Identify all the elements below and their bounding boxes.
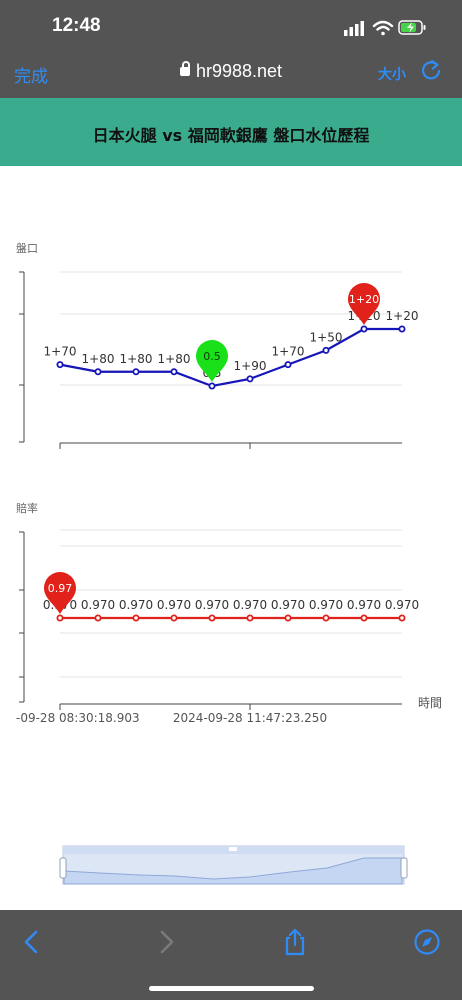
- map-pin-marker[interactable]: 0.97: [44, 572, 76, 614]
- data-point[interactable]: [398, 325, 406, 333]
- wifi-icon: [372, 20, 394, 36]
- data-point[interactable]: [94, 368, 102, 376]
- data-label: 1+90: [234, 359, 267, 373]
- data-label: 1+80: [158, 352, 191, 366]
- data-point[interactable]: [284, 614, 292, 622]
- data-label: 0.970: [195, 598, 229, 612]
- reload-icon[interactable]: [418, 58, 444, 84]
- data-label: 1+20: [386, 309, 419, 323]
- data-label: 1+70: [44, 345, 77, 359]
- data-point[interactable]: [132, 368, 140, 376]
- zoom-handle-left[interactable]: [59, 857, 67, 879]
- data-label: 0.970: [81, 598, 115, 612]
- marker-label: 0.5: [203, 350, 221, 363]
- series-line: [59, 327, 402, 388]
- map-pin-marker[interactable]: 1+20: [348, 283, 380, 325]
- data-zoom-slider[interactable]: [59, 845, 408, 885]
- data-label: 1+80: [120, 352, 153, 366]
- data-point[interactable]: [56, 614, 64, 622]
- data-point[interactable]: [360, 614, 368, 622]
- data-point[interactable]: [208, 614, 216, 622]
- ylabel-odds: 賠率: [16, 501, 38, 515]
- data-label: 1+70: [272, 345, 305, 359]
- url-text: hr9988.net: [195, 61, 283, 81]
- data-point[interactable]: [246, 614, 254, 622]
- zoom-handle-right[interactable]: [400, 857, 408, 879]
- status-icons: [344, 20, 426, 36]
- marker-label: 1+20: [349, 293, 379, 306]
- data-point[interactable]: [94, 614, 102, 622]
- data-point[interactable]: [132, 614, 140, 622]
- map-pin-marker[interactable]: 0.5: [196, 340, 228, 382]
- data-label: 0.970: [271, 598, 305, 612]
- x-tick-label: 2024-09-28 11:47:23.250: [173, 711, 327, 725]
- ylabel-handicap: 盤口: [16, 242, 38, 255]
- data-label: 0.970: [119, 598, 153, 612]
- compass-icon[interactable]: [411, 926, 443, 958]
- data-point[interactable]: [322, 346, 330, 354]
- x-tick-label: -09-28 08:30:18.903: [16, 711, 140, 725]
- data-point[interactable]: [398, 614, 406, 622]
- data-point[interactable]: [284, 361, 292, 369]
- lock-icon: [179, 61, 190, 76]
- data-label: 1+80: [82, 352, 115, 366]
- address-bar: 完成 hr9988.net 大小: [0, 52, 462, 92]
- url-field[interactable]: hr9988.net: [0, 61, 462, 82]
- forward-icon[interactable]: [150, 926, 182, 958]
- chart-area: 盤口 賠率 時間 -09-28 08:30:18.903 2024-09-28 …: [16, 242, 442, 885]
- data-point[interactable]: [170, 614, 178, 622]
- page-title: 日本火腿 vs 福岡軟銀鷹 盤口水位歷程: [92, 126, 370, 145]
- data-label: 0.970: [385, 598, 419, 612]
- data-point[interactable]: [170, 368, 178, 376]
- data-label: 0.970: [233, 598, 267, 612]
- data-label: 1+50: [310, 330, 343, 344]
- data-label: 0.970: [157, 598, 191, 612]
- status-time: 12:48: [52, 15, 101, 36]
- done-button[interactable]: 完成: [14, 67, 48, 87]
- battery-icon: [398, 20, 426, 35]
- share-icon[interactable]: [279, 926, 311, 958]
- home-indicator: [149, 986, 314, 991]
- marker-label: 0.97: [48, 582, 73, 595]
- data-point[interactable]: [56, 361, 64, 369]
- data-point[interactable]: [360, 325, 368, 333]
- back-icon[interactable]: [16, 926, 48, 958]
- data-label: 0.970: [309, 598, 343, 612]
- signal-icon: [344, 21, 364, 36]
- browser-chrome: 12:48 完成 hr9988.net 大小: [0, 0, 462, 98]
- data-label: 0.970: [347, 598, 381, 612]
- browser-toolbar: [0, 910, 462, 1000]
- page-header: 日本火腿 vs 福岡軟銀鷹 盤口水位歷程: [0, 98, 462, 166]
- text-size-button[interactable]: 大小: [378, 67, 406, 83]
- x-axis-title: 時間: [418, 696, 442, 710]
- data-point[interactable]: [246, 375, 254, 383]
- data-point[interactable]: [322, 614, 330, 622]
- data-point[interactable]: [208, 382, 216, 390]
